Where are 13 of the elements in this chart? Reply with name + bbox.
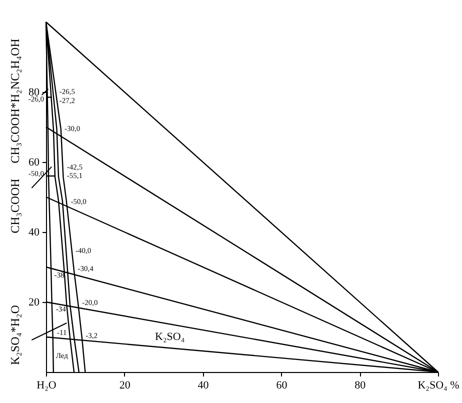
- annotation: K₂SO₄: [155, 331, 185, 343]
- x-tick-label: H₂O: [36, 380, 56, 392]
- x-tick-label: 40: [198, 380, 210, 392]
- x-tick-label: K₂SO₄ %: [418, 380, 460, 392]
- x-tick-label: 60: [276, 380, 288, 392]
- y-tick-label: 60: [28, 156, 40, 168]
- text: K₂SO₄*H₂O: [8, 304, 22, 365]
- text: CH₃COOH*H₂NC₂H₄OH: [8, 38, 22, 164]
- text: CH₃COOH: [8, 178, 22, 234]
- y-tick-label: 20: [28, 296, 40, 308]
- x-tick-label: 80: [354, 380, 366, 392]
- y-tick-label: 40: [28, 226, 40, 238]
- x-tick-label: 20: [119, 380, 131, 392]
